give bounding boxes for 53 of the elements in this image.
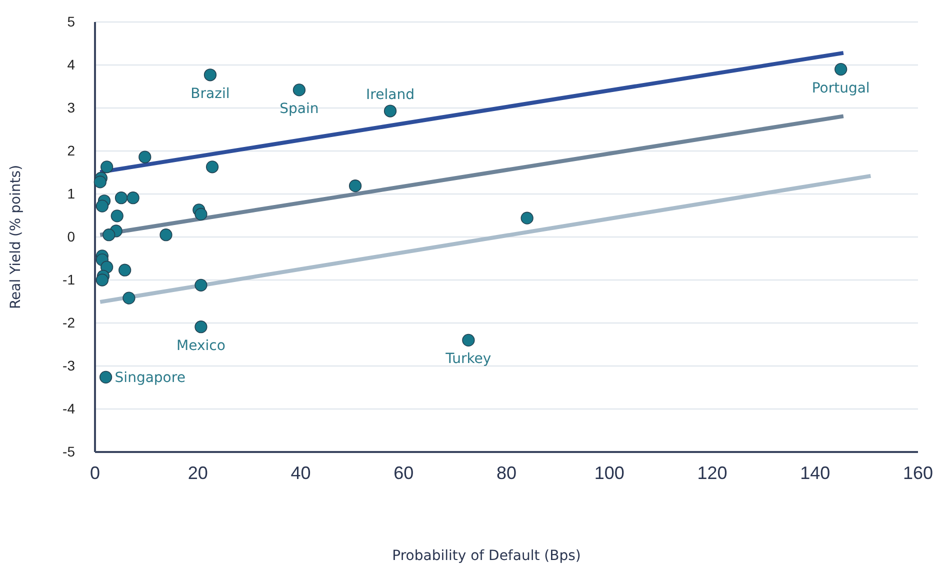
point: [206, 160, 219, 174]
point: [292, 84, 306, 96]
point: [204, 68, 217, 82]
x-tick-label: 40: [290, 462, 311, 483]
point: [96, 274, 109, 286]
y-tick-label: -4: [62, 400, 76, 416]
x-tick-label: 60: [394, 462, 414, 483]
y-tick-label: 1: [67, 185, 76, 202]
x-tick-label: 100: [594, 462, 624, 483]
x-tick-label: 80: [496, 462, 517, 483]
y-axis-title: Real Yield (% points): [8, 164, 24, 310]
y-tick-label: -3: [62, 357, 76, 374]
annotation: Brazil: [190, 86, 230, 102]
x-tick-label: 20: [188, 462, 208, 483]
annotation: Spain: [280, 100, 319, 117]
point: [94, 176, 106, 188]
y-tick-label: -2: [62, 314, 76, 330]
point: [122, 292, 136, 304]
point: [114, 192, 128, 204]
point: [384, 104, 397, 118]
point: [126, 192, 140, 204]
point: [100, 160, 114, 174]
point: [834, 62, 848, 76]
point: [110, 210, 124, 222]
point: [462, 334, 475, 347]
x-tick-label: 140: [800, 462, 830, 483]
point: [96, 200, 109, 212]
point: [118, 264, 132, 276]
y-tick-label: -1: [62, 271, 76, 288]
point: [194, 208, 208, 221]
x-tick-label: 120: [697, 462, 728, 483]
annotation: Singapore: [114, 370, 186, 386]
point: [138, 150, 152, 164]
point: [102, 228, 116, 242]
y-tick-label: 4: [67, 56, 76, 72]
point: [348, 180, 362, 192]
annotation: Mexico: [176, 338, 226, 354]
x-axis-title: Probability of Default (Bps): [392, 548, 581, 564]
annotation: Turkey: [444, 351, 492, 368]
annotation: Portugal: [812, 80, 870, 96]
y-tick-label: -5: [62, 443, 76, 460]
point: [520, 212, 534, 224]
point: [194, 278, 208, 292]
y-tick-label: 0: [67, 228, 76, 244]
point: [160, 228, 172, 242]
point: [99, 370, 112, 384]
y-tick-label: 2: [67, 142, 76, 158]
y-tick-label: 5: [67, 13, 76, 30]
y-tick-label: 3: [67, 99, 76, 116]
annotation: Ireland: [366, 87, 414, 104]
x-tick-label: 0: [90, 462, 100, 483]
point: [194, 320, 208, 334]
x-tick-label: 160: [902, 462, 934, 483]
